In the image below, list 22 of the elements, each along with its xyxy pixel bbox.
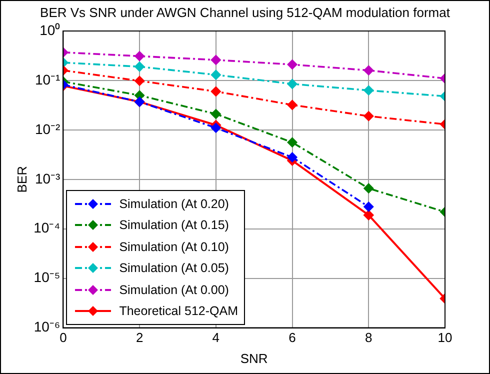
x-tick-label: 2 [136, 330, 144, 346]
y-axis-title: BER [14, 166, 30, 193]
legend-label: Simulation (At 0.15) [119, 218, 229, 232]
x-axis-title: SNR [240, 350, 268, 366]
y-tick-label: 10⁻⁶ [34, 318, 60, 335]
x-tick-label: 0 [60, 330, 67, 346]
y-tick-label: 10⁻² [34, 120, 61, 137]
legend-label: Theoretical 512-QAM [119, 304, 238, 318]
legend-label: Simulation (At 0.00) [119, 282, 229, 297]
y-tick-label: 10⁻¹ [34, 71, 61, 88]
y-tick-label: 10⁻³ [34, 170, 61, 186]
y-tick-label: 10⁻⁴ [34, 220, 60, 236]
y-tick-label: 10⁰ [40, 22, 60, 38]
legend-label: Simulation (At 0.10) [119, 240, 229, 254]
x-tick-label: 4 [212, 330, 220, 346]
chart-title: BER Vs SNR under AWGN Channel using 512-QAM modulation format [39, 5, 451, 20]
x-tick-label: 6 [288, 330, 296, 346]
y-tick-label: 10⁻⁵ [34, 269, 60, 286]
x-tick-label: 10 [438, 330, 452, 346]
x-tick-label: 8 [365, 330, 372, 346]
legend-label: Simulation (At 0.20) [119, 196, 229, 211]
legend-label: Simulation (At 0.05) [119, 261, 229, 276]
